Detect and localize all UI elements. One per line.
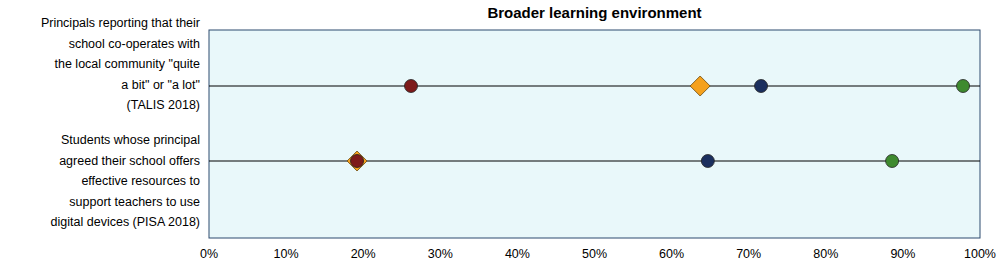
- plot-area: [209, 30, 980, 238]
- x-tick-label: 100%: [964, 247, 996, 261]
- dot-marker: [347, 151, 367, 171]
- dot-marker: [351, 155, 364, 168]
- x-tick-label: 80%: [813, 247, 838, 261]
- category-label-line: agreed their school offers: [59, 154, 200, 168]
- x-tick-label: 30%: [428, 247, 453, 261]
- dot-marker: [690, 76, 710, 96]
- x-tick-label: 20%: [351, 247, 376, 261]
- category-label-line: school co-operates with: [69, 37, 200, 51]
- category-label-line: support teachers to use: [69, 195, 200, 209]
- dot-marker: [886, 155, 899, 168]
- x-tick-label: 50%: [582, 247, 607, 261]
- category-label-line: digital devices (PISA 2018): [51, 215, 200, 229]
- row-line: [209, 86, 980, 87]
- category-label-line: effective resources to: [81, 174, 200, 188]
- dot-marker: [755, 80, 768, 93]
- category-label-line: Principals reporting that their: [41, 16, 200, 30]
- x-tick-label: 0%: [200, 247, 218, 261]
- row-line: [209, 161, 980, 162]
- x-tick-label: 90%: [890, 247, 915, 261]
- x-tick-label: 60%: [659, 247, 684, 261]
- x-tick-label: 40%: [505, 247, 530, 261]
- dot-marker: [701, 155, 714, 168]
- category-label-line: a bit" or "a lot": [121, 78, 200, 92]
- category-label: Principals reporting that their school co…: [41, 16, 200, 112]
- category-label-line: the local community "quite: [55, 57, 201, 71]
- dot-marker: [957, 80, 970, 93]
- title: Broader learning environment: [487, 4, 701, 21]
- chart: Broader learning environment Principals r…: [0, 0, 1000, 265]
- category-label-line: (TALIS 2018): [127, 98, 200, 112]
- category-label-line: Students whose principal: [61, 133, 200, 147]
- x-tick-label: 70%: [736, 247, 761, 261]
- category-label: Students whose principal agreed their sch…: [51, 133, 200, 229]
- x-tick-label: 10%: [274, 247, 299, 261]
- marks: [347, 76, 970, 171]
- dot-marker: [405, 80, 418, 93]
